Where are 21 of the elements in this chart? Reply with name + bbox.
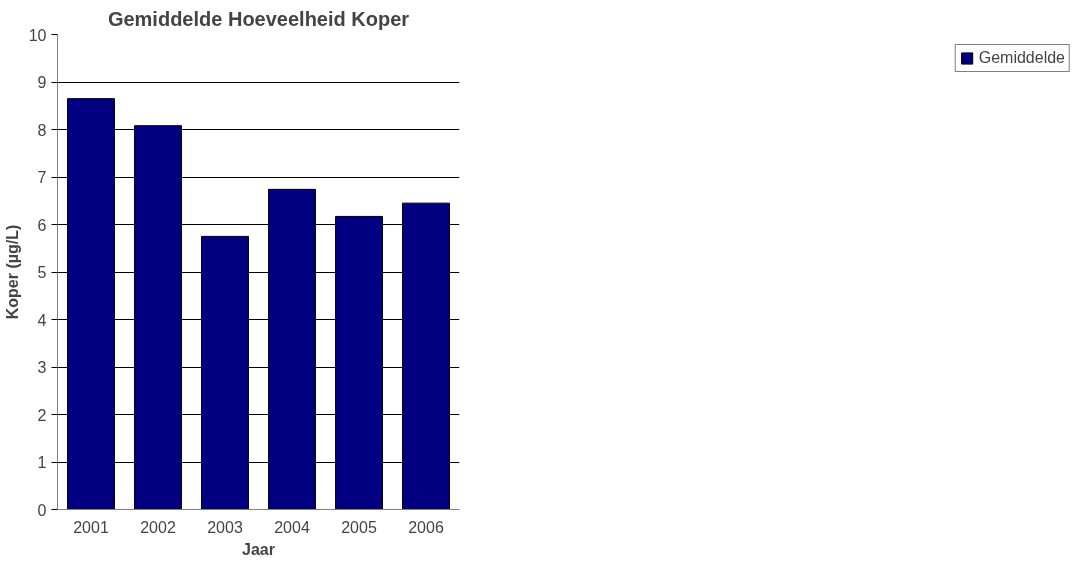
x-tick-label: 2002: [140, 518, 176, 536]
y-axis-title: Koper (µg/L): [3, 224, 21, 320]
y-tick-label: 8: [37, 121, 47, 139]
y-tick-label: 4: [37, 311, 47, 329]
x-tick-label: 2001: [73, 518, 109, 536]
x-tick-label: 2005: [341, 518, 377, 536]
y-tick-label: 10: [28, 26, 47, 44]
x-axis-title: Jaar: [242, 540, 275, 558]
y-tick-label: 5: [37, 264, 47, 281]
legend-label: Gemiddelde: [978, 49, 1065, 67]
x-tick-label: 2004: [274, 518, 310, 536]
y-tick-label: 2: [37, 406, 47, 424]
x-tick-label: 2006: [408, 518, 444, 536]
y-tick-label: 9: [37, 74, 47, 91]
y-tick-label: 1: [37, 454, 47, 471]
y-tick-label: 6: [37, 216, 47, 234]
y-tick-label: 7: [37, 169, 47, 186]
y-tick-label: 0: [37, 501, 47, 519]
x-tick-label: 2003: [207, 518, 243, 536]
y-tick-label: 3: [37, 359, 47, 376]
chart-title: Gemiddelde Hoeveelheid Koper: [107, 7, 410, 30]
